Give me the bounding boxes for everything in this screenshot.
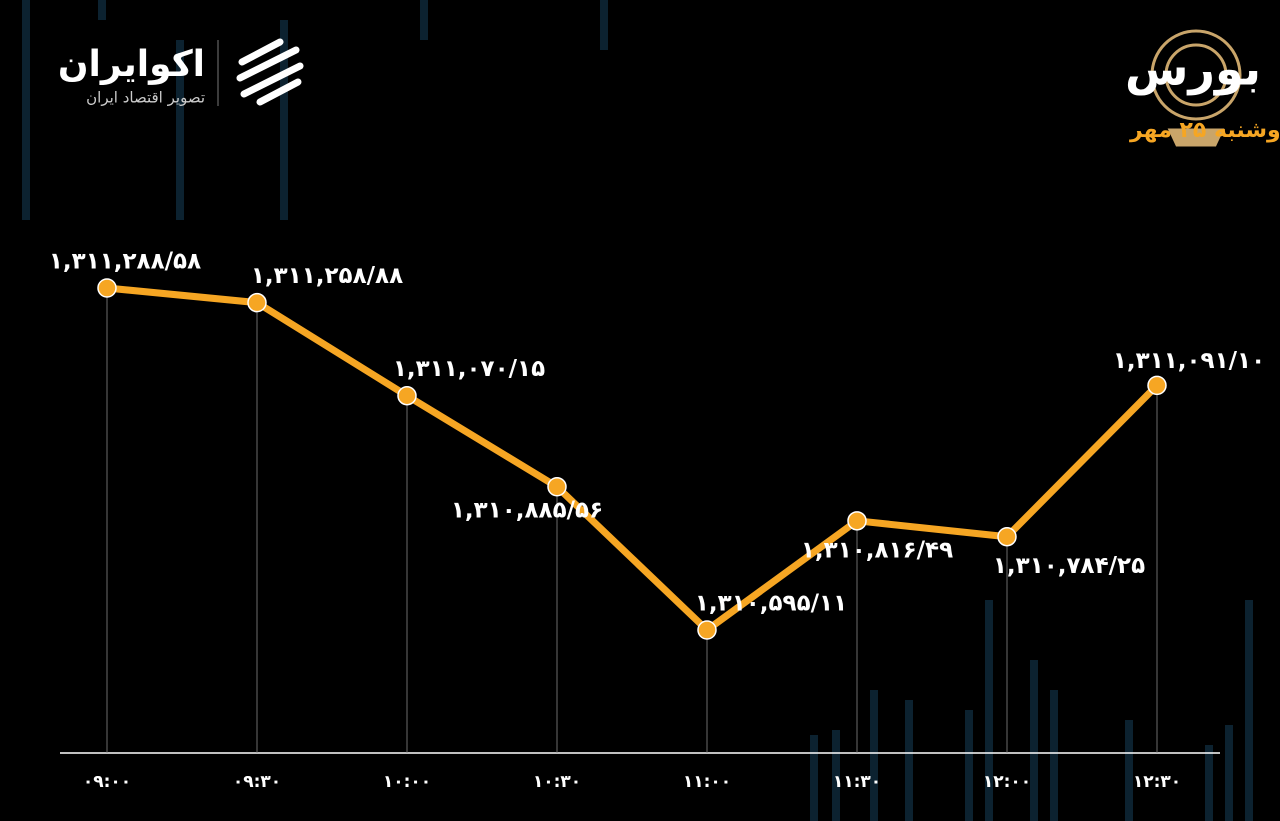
emblem: [1150, 29, 1242, 147]
value-label: ۱,۳۱۰,۸۱۶/۴۹: [801, 537, 953, 563]
point: [547, 477, 567, 497]
value-label: ۱,۳۱۱,۰۹۱/۱۰: [1113, 348, 1265, 374]
logo-name: اکوایران: [58, 44, 205, 85]
x-tick-label: ۱۱:۰۰: [683, 772, 731, 792]
logo: اکوایران تصویر اقتصاد ایران: [58, 38, 304, 107]
x-tick-label: ۱۱:۳۰: [833, 772, 881, 792]
x-tick-label: ۱۲:۰۰: [983, 772, 1031, 792]
decor-candles: [22, 0, 1253, 821]
value-label: ۱,۳۱۰,۵۹۵/۱۱: [695, 591, 847, 617]
point: [697, 620, 717, 640]
point: [1147, 375, 1167, 396]
x-tick-label: ۱۰:۳۰: [533, 772, 581, 792]
value-label: ۱,۳۱۱,۲۸۸/۵۸: [49, 249, 201, 275]
point: [247, 292, 267, 313]
chart-subtitle: دوشنبه ۲۵ مهر: [1129, 118, 1280, 143]
line: [106, 284, 1160, 634]
value-label: ۱,۳۱۱,۰۷۰/۱۵: [393, 356, 545, 382]
point: [397, 385, 417, 406]
value-label: ۱,۳۱۰,۷۸۴/۲۵: [993, 553, 1145, 579]
x-tick-label: ۰۹:۳۰: [233, 772, 281, 792]
value-label: ۱,۳۱۰,۸۸۵/۵۶: [451, 497, 603, 523]
point: [97, 278, 117, 298]
logo-tagline: تصویر اقتصاد ایران: [86, 89, 205, 107]
chart-title: روند شاخص کل بورس: [1125, 42, 1280, 96]
x-tick-label: ۱۰:۰۰: [383, 772, 431, 792]
value-label: ۱,۳۱۱,۲۵۸/۸۸: [251, 263, 403, 289]
point: [847, 511, 867, 531]
point: [997, 526, 1017, 547]
x-tick-label: ۰۹:۰۰: [83, 772, 131, 792]
x-tick-label: ۱۲:۳۰: [1133, 772, 1181, 792]
